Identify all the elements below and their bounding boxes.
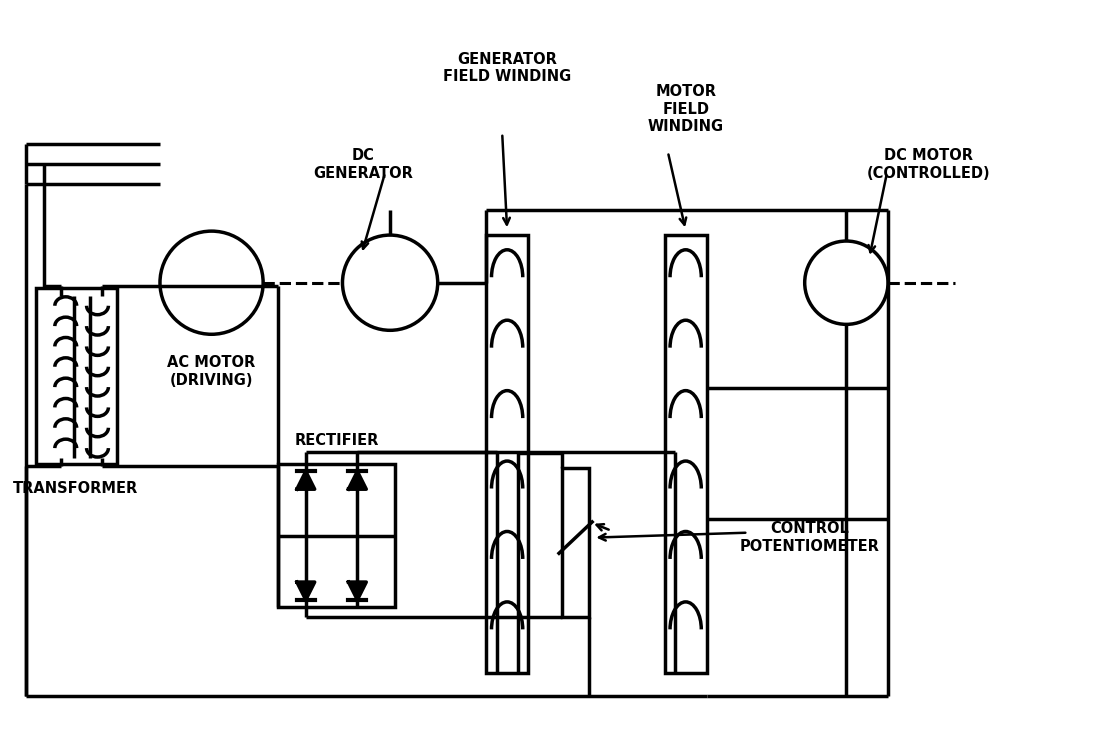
Polygon shape bbox=[296, 472, 315, 489]
Bar bbox=[36, 287, 117, 464]
Text: DC
GENERATOR: DC GENERATOR bbox=[313, 148, 413, 181]
Text: TRANSFORMER: TRANSFORMER bbox=[13, 481, 138, 496]
Text: AC MOTOR
(DRIVING): AC MOTOR (DRIVING) bbox=[167, 355, 256, 388]
Text: GENERATOR
FIELD WINDING: GENERATOR FIELD WINDING bbox=[442, 52, 571, 84]
Bar bbox=[665, 235, 706, 673]
Text: RECTIFIER: RECTIFIER bbox=[294, 433, 379, 448]
Text: DC MOTOR
(CONTROLLED): DC MOTOR (CONTROLLED) bbox=[867, 148, 990, 181]
Polygon shape bbox=[348, 472, 367, 489]
Text: CONTROL
POTENTIOMETER: CONTROL POTENTIOMETER bbox=[740, 521, 879, 553]
Text: MOTOR
FIELD
WINDING: MOTOR FIELD WINDING bbox=[648, 84, 724, 134]
Bar bbox=[562, 468, 590, 617]
Polygon shape bbox=[348, 582, 367, 600]
Bar bbox=[278, 464, 395, 607]
Polygon shape bbox=[296, 582, 315, 600]
Bar bbox=[486, 235, 528, 673]
